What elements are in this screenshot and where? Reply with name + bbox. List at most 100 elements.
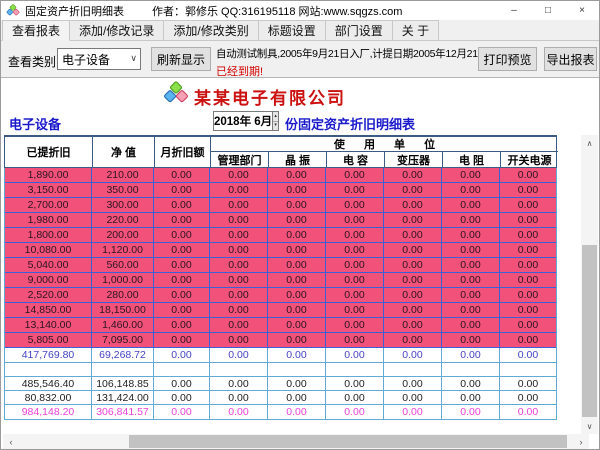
cell: 0.00 [154,348,210,362]
table-body: 1,890.00 210.00 0.00 0.00 0.00 0.00 0.00 0.00 0.… [4,168,557,420]
asset-info-block: 自动测试制具,2005年9月21日入厂,计提日期2005年12月21日 已经到期… [216,46,488,79]
cell: 0.00 [268,228,326,242]
cell: 0.00 [154,213,210,227]
cell: 0.00 [517,214,539,226]
scroll-up-icon[interactable]: ∧ [586,138,593,148]
close-button[interactable]: × [579,5,585,16]
tab-add-edit-category[interactable]: 添加/修改类别 [163,20,259,40]
table-row: 2,520.00 280.00 0.00 0.00 0.00 0.00 0.00 0.00 0.… [5,288,556,303]
spinner-buttons: ▴ ▾ [272,112,278,130]
table-row: 14,850.00 18,150.00 0.00 0.00 0.00 0.00 0.00 0.… [5,303,556,318]
cell: 14,850.00 [5,303,92,317]
scroll-down-icon[interactable]: ∨ [586,421,593,431]
cell: 300.00 [92,198,154,212]
tab-add-edit-record[interactable]: 添加/修改记录 [69,20,165,40]
cell: 0.00 [517,391,539,404]
tab-department-settings[interactable]: 部门设置 [324,20,393,40]
cell: 0.00 [268,333,326,347]
cell: 0.00 [442,213,500,227]
cell: 0.00 [154,391,210,404]
cell: 1,000.00 [92,273,154,287]
cell: 0.00 [268,288,326,302]
cell: 0.00 [384,405,442,419]
table-row: 1,980.00 220.00 0.00 0.00 0.00 0.00 0.00 0.00 0.… [5,213,556,228]
cell: 0.00 [154,333,210,347]
horizontal-scrollbar[interactable]: ‹ › [3,434,589,449]
category-dropdown[interactable]: 电子设备 ∨ [57,48,141,70]
cell: 0.00 [268,273,326,287]
table-row: 485,546.40 106,148.85 0.00 0.00 0.00 0.00 0.00… [5,377,556,391]
horizontal-scroll-thumb[interactable] [129,435,567,448]
cell: 0.00 [210,213,268,227]
cell: 0.00 [268,391,326,404]
cell: 80,832.00 [5,391,92,404]
cell: 0.00 [517,406,539,418]
cell: 0.00 [326,213,384,227]
cell: 0.00 [442,183,500,197]
spin-down-icon[interactable]: ▾ [273,121,278,130]
cell: 0.00 [442,228,500,242]
author-info: 作者：郭修乐 QQ:316195118 网站:www.sqgzs.com [152,5,403,18]
cell: 306,841.57 [92,405,154,419]
cell: 0.00 [517,244,539,256]
cell: 0.00 [442,198,500,212]
cell: 220.00 [92,213,154,227]
tab-about[interactable]: 关 于 [391,20,440,40]
cell: 0.00 [326,198,384,212]
cell: 0.00 [384,213,442,227]
cell: 0.00 [442,273,500,287]
cell: 0.00 [268,243,326,257]
cell: 0.00 [442,391,500,404]
cell: 0.00 [384,318,442,332]
tab-title-settings[interactable]: 标题设置 [257,20,326,40]
cell: 0.00 [384,303,442,317]
cell: 0.00 [326,391,384,404]
maximize-button[interactable]: □ [544,5,552,16]
cell: 106,148.85 [92,377,154,390]
refresh-button[interactable]: 刷新显示 [151,47,211,71]
tab-view-report[interactable]: 查看报表 [2,20,71,41]
header-net-value: 净 值 [93,137,155,167]
vertical-scroll-thumb[interactable] [582,245,597,417]
depreciation-table: 已提折旧 净 值 月折旧额 使 用 单 位 管理部门 晶 振 电 容 变压器 电… [4,135,558,420]
spin-up-icon[interactable]: ▴ [273,112,278,122]
cell: 0.00 [154,405,210,419]
cell: 0.00 [210,303,268,317]
cell: 9,000.00 [5,273,92,287]
cell: 0.00 [154,198,210,212]
cell: 1,800.00 [5,228,92,242]
table-row: 5,805.00 7,095.00 0.00 0.00 0.00 0.00 0.00 0.00… [5,333,556,348]
minimize-button[interactable]: – [511,5,517,16]
cell: 0.00 [384,243,442,257]
cell: 0.00 [442,348,500,362]
header-units-group: 使 用 单 位 管理部门 晶 振 电 容 变压器 电 阻 开关电源 [211,137,558,167]
scroll-left-icon[interactable]: ‹ [9,436,13,447]
cell: 0.00 [442,377,500,390]
table-header: 已提折旧 净 值 月折旧额 使 用 单 位 管理部门 晶 振 电 容 变压器 电… [4,135,558,168]
scroll-right-icon[interactable]: › [579,436,583,447]
report-subtitle: 份固定资产折旧明细表 [285,117,416,132]
header-monthly-depreciation: 月折旧额 [155,137,211,167]
cell: 0.00 [384,273,442,287]
cell: 0.00 [442,243,500,257]
print-preview-button[interactable]: 打印预览 [478,47,537,71]
cell: 0.00 [442,168,500,182]
company-name: 某某电子有限公司 [194,89,346,108]
cell: 0.00 [210,405,268,419]
cell: 0.00 [384,258,442,272]
cell: 0.00 [326,258,384,272]
expired-notice: 已经到期! [216,66,264,78]
cell: 0.00 [268,198,326,212]
cell [154,363,210,376]
cell: 0.00 [326,168,384,182]
cell: 0.00 [517,334,539,346]
period-spinner[interactable]: 2018年 6月 ▴ ▾ [213,111,279,131]
export-report-button[interactable]: 导出报表 [544,47,597,71]
cell: 0.00 [517,169,539,181]
header-usage-unit: 使 用 单 位 [211,137,558,152]
vertical-scrollbar[interactable]: ∧ ∨ [581,135,598,434]
cell: 3,150.00 [5,183,92,197]
cell: 2,520.00 [5,288,92,302]
cell: 485,546.40 [5,377,92,390]
cell: 0.00 [517,319,539,331]
